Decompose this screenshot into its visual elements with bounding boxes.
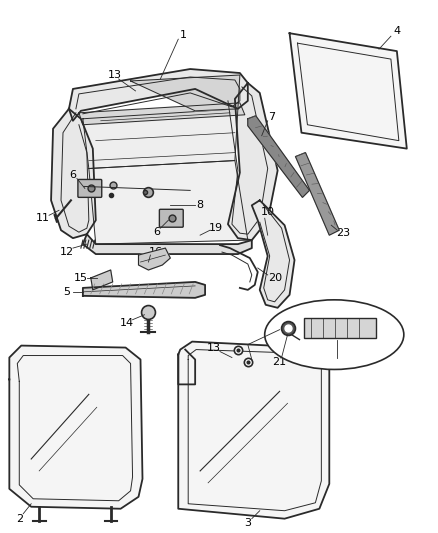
Polygon shape	[83, 234, 252, 254]
Text: 21: 21	[272, 357, 287, 367]
Text: 13: 13	[108, 70, 122, 80]
Polygon shape	[228, 83, 278, 240]
Text: 20: 20	[268, 273, 283, 283]
Bar	[304, 318, 376, 337]
Polygon shape	[131, 75, 240, 111]
Text: 22: 22	[330, 357, 344, 367]
Polygon shape	[69, 69, 248, 121]
Polygon shape	[89, 160, 248, 244]
Text: 11: 11	[36, 213, 50, 223]
FancyBboxPatch shape	[78, 180, 102, 197]
FancyBboxPatch shape	[159, 209, 183, 227]
Text: 15: 15	[74, 273, 88, 283]
Text: 7: 7	[268, 112, 275, 122]
Text: 10: 10	[261, 207, 275, 217]
Text: 2: 2	[16, 514, 23, 524]
Polygon shape	[79, 103, 245, 125]
Text: 5: 5	[64, 287, 71, 297]
Text: 4: 4	[393, 26, 400, 36]
Polygon shape	[9, 345, 142, 508]
Polygon shape	[248, 116, 309, 197]
Polygon shape	[296, 152, 339, 235]
Text: 14: 14	[120, 318, 134, 328]
Text: 13: 13	[207, 343, 221, 352]
Text: 6: 6	[153, 227, 160, 237]
Text: 16: 16	[148, 247, 162, 257]
Ellipse shape	[265, 300, 404, 369]
Polygon shape	[51, 109, 96, 238]
Text: 1: 1	[180, 30, 187, 40]
Text: 12: 12	[60, 247, 74, 257]
Text: 19: 19	[209, 223, 223, 233]
Polygon shape	[138, 248, 170, 270]
Polygon shape	[91, 270, 113, 290]
Text: 23: 23	[336, 228, 350, 238]
Polygon shape	[290, 33, 407, 149]
Text: 8: 8	[197, 200, 204, 211]
Polygon shape	[83, 109, 238, 168]
Polygon shape	[83, 282, 205, 298]
Polygon shape	[178, 342, 329, 519]
Text: 3: 3	[244, 518, 251, 528]
Text: 6: 6	[70, 171, 77, 181]
Text: 29: 29	[280, 322, 295, 333]
Polygon shape	[252, 200, 294, 308]
